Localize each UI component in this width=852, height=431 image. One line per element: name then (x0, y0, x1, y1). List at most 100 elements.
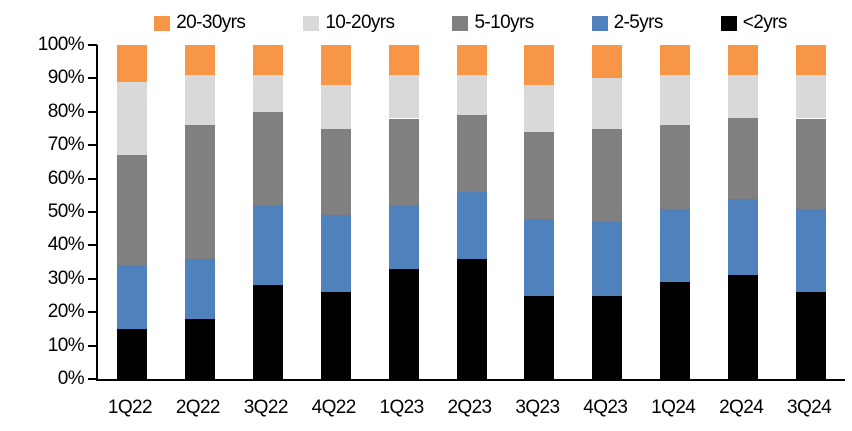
bar-segment-3q24-5-10yrs (796, 118, 827, 209)
x-tick-label-1q23: 1Q23 (379, 397, 425, 418)
bar-segment-3q23-2yrs (524, 295, 555, 379)
stacked-bar-3q22 (252, 45, 283, 379)
bar-segment-4q22-10-20yrs (320, 85, 351, 129)
bar-segment-4q23-10-20yrs (592, 78, 623, 129)
bar-segment-2q24-5-10yrs (728, 118, 759, 199)
bar-segment-2q23-20-30yrs (456, 45, 487, 76)
bar-segment-4q22-2yrs (320, 292, 351, 379)
x-tick-label-3q22: 3Q22 (243, 397, 289, 418)
y-tick-label: 100% (37, 34, 85, 55)
legend-swatch-2-5yrs (591, 15, 608, 31)
bar-segment-3q23-20-30yrs (524, 45, 555, 86)
y-tick-mark (88, 378, 97, 380)
y-tick-mark (88, 44, 97, 46)
x-tick-label-2q24: 2Q24 (719, 397, 764, 418)
bar-segment-3q22-5-10yrs (252, 111, 283, 206)
bar-segment-2q24-2yrs (728, 275, 759, 379)
y-tick-mark (88, 144, 97, 147)
x-tick-label-1q22: 1Q22 (107, 397, 153, 418)
y-tick-label: 10% (47, 334, 85, 356)
bar-segment-1q24-2-5yrs (660, 208, 691, 283)
stacked-bar-2q22 (184, 45, 215, 379)
bar-segment-2q24-10-20yrs (728, 75, 759, 119)
bars-container (98, 45, 845, 379)
x-tick-label-4q22: 4Q22 (311, 397, 357, 418)
x-axis-labels: 1Q22 2Q22 3Q22 4Q22 1Q23 2Q23 3Q23 4Q23 1Q24 2Q24… (96, 396, 845, 420)
y-tick-mark (88, 77, 97, 80)
bar-segment-1q24-20-30yrs (660, 45, 691, 76)
bar-segment-1q24-10-20yrs (660, 75, 691, 126)
legend-item-10-20yrs: 10-20yrs (303, 12, 395, 34)
y-tick-label: 80% (47, 100, 85, 122)
bar-segment-1q23-2-5yrs (388, 205, 419, 269)
bar-segment-4q22-20-30yrs (320, 45, 351, 86)
stacked-bar-1q22 (116, 45, 147, 379)
bar-segment-3q24-20-30yrs (796, 45, 827, 76)
x-tick-label-1q24: 1Q24 (651, 397, 696, 418)
bar-segment-2q22-2-5yrs (184, 258, 215, 319)
legend-label: 10-20yrs (325, 12, 395, 33)
bar-segment-3q22-10-20yrs (252, 75, 283, 112)
y-tick-label: 20% (47, 301, 85, 323)
y-tick-label: 30% (47, 267, 85, 289)
legend-item-5-10yrs: 5-10yrs (452, 12, 534, 34)
bar-segment-2q22-5-10yrs (184, 125, 215, 259)
bar-segment-3q24-2-5yrs (796, 208, 827, 293)
bar-segment-1q22-2yrs (116, 328, 147, 379)
bar-segment-3q22-20-30yrs (252, 45, 283, 76)
legend-item-20-30yrs: 20-30yrs (154, 12, 246, 34)
y-tick-label: 90% (47, 67, 85, 89)
y-tick-label: 60% (47, 167, 85, 189)
bar-segment-2q22-10-20yrs (184, 75, 215, 126)
legend-item-2yrs: <2yrs (720, 12, 787, 34)
bar-segment-3q23-5-10yrs (524, 131, 555, 219)
bar-segment-2q23-2yrs (456, 258, 487, 379)
bar-segment-3q22-2-5yrs (252, 205, 283, 286)
legend-label: 2-5yrs (613, 12, 664, 33)
stacked-bar-3q23 (524, 45, 555, 379)
bar-segment-1q22-5-10yrs (116, 155, 147, 266)
y-tick-mark (88, 277, 97, 280)
bar-segment-3q22-2yrs (252, 285, 283, 379)
bar-segment-1q23-10-20yrs (388, 75, 419, 119)
x-tick-label-3q24: 3Q24 (786, 397, 832, 418)
bar-segment-3q24-2yrs (796, 292, 827, 379)
bar-segment-4q22-2-5yrs (320, 215, 351, 293)
y-tick-label: 50% (47, 201, 85, 222)
stacked-bar-2q23 (456, 45, 487, 379)
bar-segment-4q23-20-30yrs (592, 45, 623, 79)
x-tick-label-3q23: 3Q23 (515, 397, 560, 418)
stacked-bar-2q24 (728, 45, 759, 379)
bar-segment-4q23-5-10yrs (592, 128, 623, 223)
legend-item-2-5yrs: 2-5yrs (591, 12, 664, 34)
bar-segment-1q24-5-10yrs (660, 125, 691, 209)
y-tick-label: 40% (47, 234, 85, 256)
y-tick-label: 70% (47, 134, 85, 156)
y-tick-mark (88, 344, 97, 347)
y-tick-mark (88, 244, 97, 247)
stacked-bar-4q22 (320, 45, 351, 379)
bar-segment-4q23-2yrs (592, 295, 623, 379)
stacked-bar-4q23 (592, 45, 623, 379)
bar-segment-2q23-10-20yrs (456, 75, 487, 116)
x-tick-label-4q23: 4Q23 (583, 397, 628, 418)
stacked-bar-3q24 (796, 45, 827, 379)
bar-segment-1q22-2-5yrs (116, 265, 147, 329)
bar-segment-1q24-2yrs (660, 282, 691, 379)
stacked-bar-1q23 (388, 45, 419, 379)
bar-segment-2q22-2yrs (184, 318, 215, 379)
bar-segment-1q22-10-20yrs (116, 81, 147, 156)
plot-area (96, 45, 845, 381)
legend-swatch-2yrs (720, 15, 737, 31)
bar-segment-1q23-2yrs (388, 268, 419, 379)
bar-segment-3q23-10-20yrs (524, 85, 555, 132)
y-tick-mark (88, 211, 97, 213)
y-tick-label: 0% (57, 368, 85, 389)
bar-segment-1q22-20-30yrs (116, 45, 147, 82)
x-tick-label-2q23: 2Q23 (447, 397, 492, 418)
legend-label: 20-30yrs (176, 12, 246, 33)
y-tick-mark (88, 311, 97, 314)
bar-segment-2q23-5-10yrs (456, 115, 487, 192)
legend-swatch-20-30yrs (154, 15, 171, 31)
